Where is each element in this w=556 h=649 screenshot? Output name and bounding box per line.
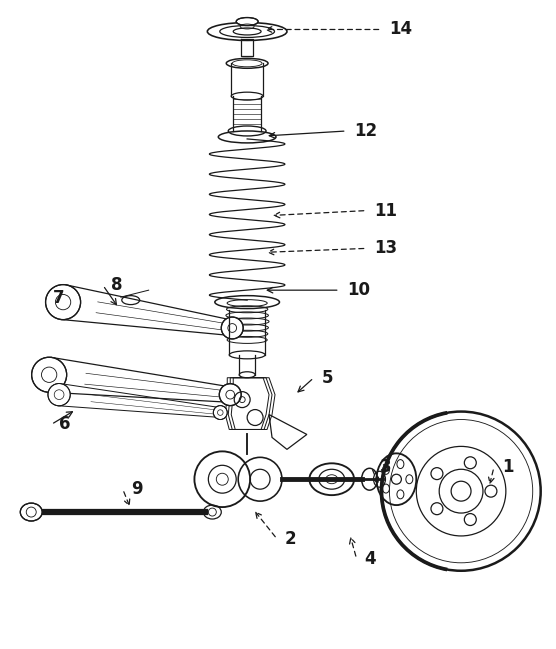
Circle shape [46,285,81,319]
Text: 8: 8 [111,276,122,294]
Text: 3: 3 [380,458,391,476]
Circle shape [451,481,471,501]
Text: 13: 13 [375,239,398,258]
Circle shape [214,406,227,419]
Text: 2: 2 [285,530,296,548]
Text: 10: 10 [348,281,371,299]
Text: 1: 1 [502,458,513,476]
Circle shape [221,317,243,339]
Circle shape [32,357,67,392]
Text: 5: 5 [322,369,333,387]
Text: 9: 9 [131,480,142,498]
Text: 4: 4 [365,550,376,568]
Text: 14: 14 [389,21,413,38]
Text: 6: 6 [59,415,71,434]
Text: 7: 7 [53,289,64,307]
Ellipse shape [236,18,258,25]
Text: 12: 12 [355,122,378,140]
Circle shape [48,384,70,406]
Text: 11: 11 [375,202,398,219]
Ellipse shape [20,503,42,521]
Circle shape [219,384,241,406]
